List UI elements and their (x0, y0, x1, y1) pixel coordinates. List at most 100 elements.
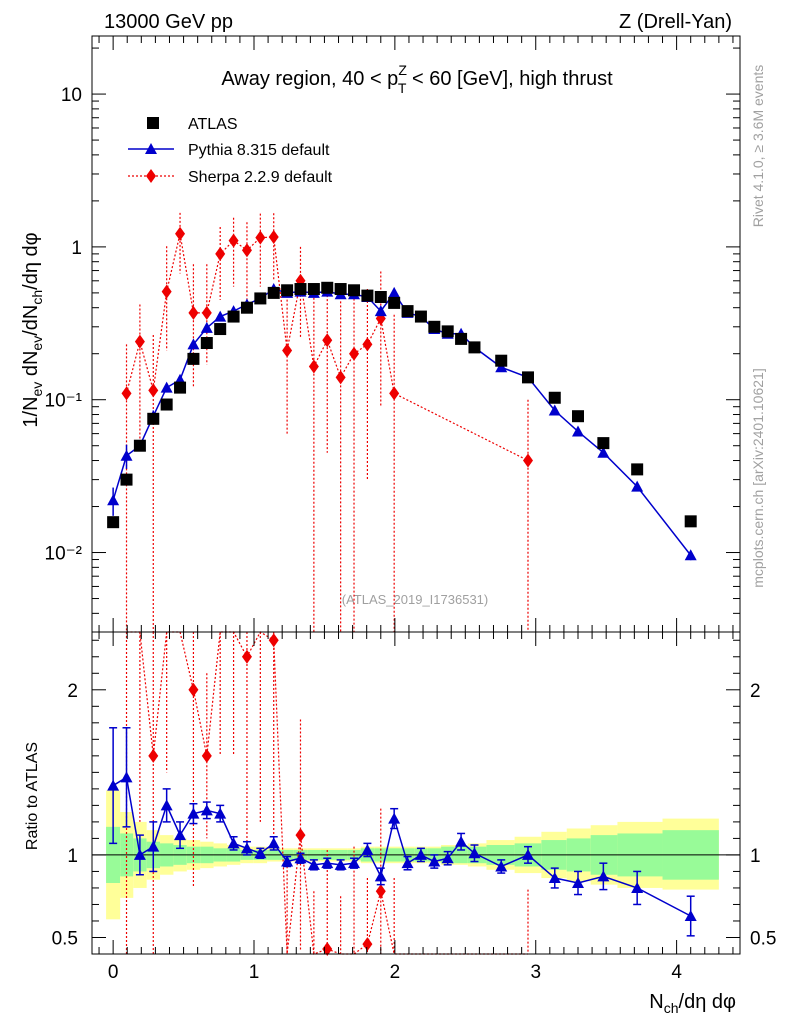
atlas-point (147, 412, 160, 425)
x-tick-label: 1 (249, 962, 260, 983)
sherpa-point (522, 453, 533, 468)
main-y-tick-label: 10⁻² (45, 544, 83, 565)
atlas-point (254, 292, 267, 305)
legend-pythia-label: Pythia 8.315 default (188, 142, 330, 159)
sherpa-ratio-point (375, 884, 386, 899)
pythia-ratio-point (187, 807, 200, 819)
sherpa-point (241, 243, 252, 258)
ratio-y-tick-label-right: 0.5 (750, 928, 776, 949)
axis-ticks: 0 1 2 3 4 10⁻² 10⁻¹ 1 10 0.5 0.5 1 1 2 2 (45, 36, 776, 983)
sherpa-point (282, 343, 293, 358)
pythia-ratio-point (214, 807, 227, 819)
atlas-point (281, 284, 294, 297)
ratio-y-tick-label-right: 1 (750, 846, 761, 867)
pythia-ratio-point (468, 847, 481, 859)
atlas-point (597, 437, 610, 450)
ratio-y-tick-label: 0.5 (52, 928, 78, 949)
sherpa-point (215, 246, 226, 261)
pythia-point (631, 480, 644, 492)
legend-atlas-marker (147, 117, 159, 129)
title-sub: T (398, 80, 407, 96)
atlas-point (120, 473, 133, 486)
pythia-ratio-point (120, 771, 133, 783)
pythia-point (160, 381, 173, 393)
rivet-label: Rivet 4.1.0, ≥ 3.6M events (750, 65, 766, 228)
pythia-ratio-point (401, 857, 414, 869)
atlas-point (468, 341, 481, 354)
atlas-point (227, 310, 240, 323)
pythia-ratio-point (374, 870, 387, 882)
sherpa-ratio-point (188, 682, 199, 697)
atlas-point (548, 391, 561, 404)
main-y-label: 1/Nev dNev/dNch/dη dφ (20, 232, 45, 427)
pythia-ratio-point (160, 799, 173, 811)
sherpa-point (322, 333, 333, 348)
pythia-point (572, 425, 584, 437)
mcplots-label: mcplots.cern.ch [arXiv:2401.10621] (750, 368, 766, 587)
title-suffix: < 60 [GeV], high thrust (406, 68, 613, 90)
atlas-point (684, 515, 697, 528)
pythia-ratio-point (133, 848, 146, 860)
ratio-frame (91, 631, 741, 955)
atlas-point (307, 283, 320, 296)
sherpa-point (161, 284, 172, 299)
sherpa-point (389, 386, 400, 401)
x-axis-label: Nch/dη dφ (649, 991, 736, 1016)
pythia-point (388, 286, 401, 298)
pythia-point (495, 361, 508, 373)
pythia-point (374, 305, 387, 317)
atlas-point (428, 320, 441, 333)
atlas-point (267, 286, 280, 299)
atlas-point (495, 354, 508, 367)
pythia-ratio-series (107, 727, 697, 937)
pythia-ratio-point (455, 835, 468, 847)
atlas-point (388, 296, 401, 309)
pythia-ratio-point (388, 812, 401, 824)
pythia-ratio-point (321, 857, 334, 869)
pythia-ratio-point (267, 837, 280, 849)
sherpa-point (121, 386, 132, 401)
atlas-point (414, 310, 427, 323)
atlas-main-series (107, 281, 697, 529)
pythia-ratio-point (227, 837, 240, 849)
x-tick-label: 0 (108, 962, 119, 983)
pythia-ratio-point (147, 840, 160, 852)
atlas-point (200, 337, 213, 350)
sherpa-point (255, 230, 266, 245)
pythia-ratio-point (361, 843, 374, 855)
atlas-point (133, 439, 146, 452)
pythia-ratio-point (684, 910, 697, 922)
legend-sherpa-marker (146, 169, 156, 183)
atlas-point (521, 371, 534, 384)
sherpa-point (362, 337, 373, 352)
ratio-y-tick-label-right: 2 (750, 681, 761, 702)
pythia-ratio-point (281, 855, 294, 867)
ratio-y-tick-label: 2 (67, 681, 78, 702)
atlas-point (107, 516, 120, 529)
sherpa-ratio-point (241, 649, 252, 664)
sherpa-ratio-point (362, 937, 373, 952)
main-y-tick-label: 10 (61, 85, 82, 106)
plot-title: Away region, 40 < pZ T < 60 [GeV], high t… (221, 62, 613, 96)
atlas-point (348, 284, 361, 297)
pythia-point (120, 449, 133, 461)
sherpa-point (349, 346, 360, 361)
sherpa-ratio-point (268, 633, 279, 648)
sherpa-point (134, 334, 145, 349)
atlas-point (334, 283, 347, 296)
pythia-point (597, 446, 610, 458)
atlas-point (160, 398, 173, 411)
sherpa-point (335, 370, 346, 385)
atlas-point (441, 325, 454, 338)
sherpa-point (228, 233, 239, 248)
title-sup: Z (398, 62, 407, 78)
atlas-point (631, 463, 644, 476)
sherpa-ratio-point (148, 748, 159, 763)
atlas-point (401, 305, 414, 318)
pythia-ratio-point (428, 855, 441, 867)
pythia-ratio-point (572, 876, 584, 888)
title-prefix: Away region, 40 < p (221, 68, 398, 90)
pythia-ratio-point (414, 848, 427, 860)
pythia-point (548, 404, 561, 416)
